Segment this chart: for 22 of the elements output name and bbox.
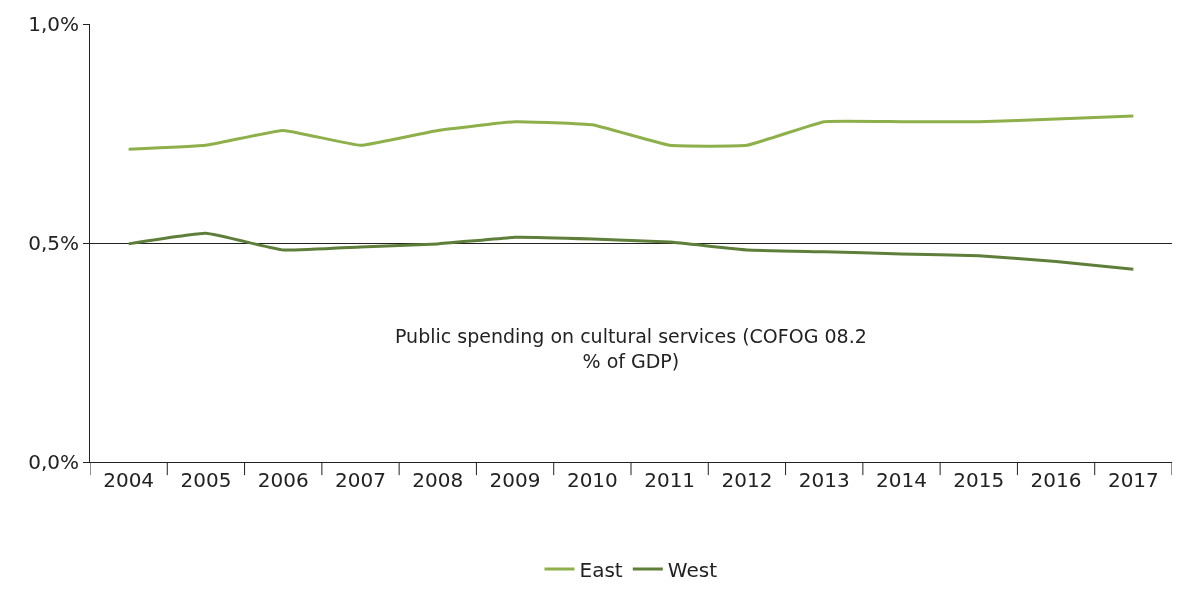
x-tick-label: 2005	[180, 468, 232, 492]
x-tick-label: 2017	[1107, 468, 1159, 492]
x-tick-label: 2006	[257, 468, 309, 492]
line-series	[127, 231, 1135, 271]
legend-label: East	[579, 557, 623, 582]
x-tick-label: 2016	[1030, 468, 1082, 492]
x-tick-label: 2012	[721, 468, 773, 492]
line-series	[127, 114, 1135, 151]
x-tick-label: 2010	[566, 468, 618, 492]
x-tick-label: 2013	[798, 468, 850, 492]
x-tick-label: 2014	[876, 468, 927, 492]
y-tick-label: 1,0%	[28, 12, 79, 36]
text: Public spending on cultural services (COFOG 08.2 % of GDP)	[395, 325, 867, 372]
x-tick-label: 2007	[335, 468, 386, 492]
x-tick-label: 2011	[644, 468, 696, 492]
y-tick-label: 0,0%	[28, 450, 79, 474]
x-tick-label: 2004	[103, 468, 155, 492]
y-tick-label: 0,5%	[28, 231, 79, 255]
x-tick-label: 2009	[489, 468, 541, 492]
x-tick-label: 2015	[953, 468, 1005, 492]
legend-label: West	[667, 557, 718, 582]
x-tick-label: 2008	[412, 468, 464, 492]
